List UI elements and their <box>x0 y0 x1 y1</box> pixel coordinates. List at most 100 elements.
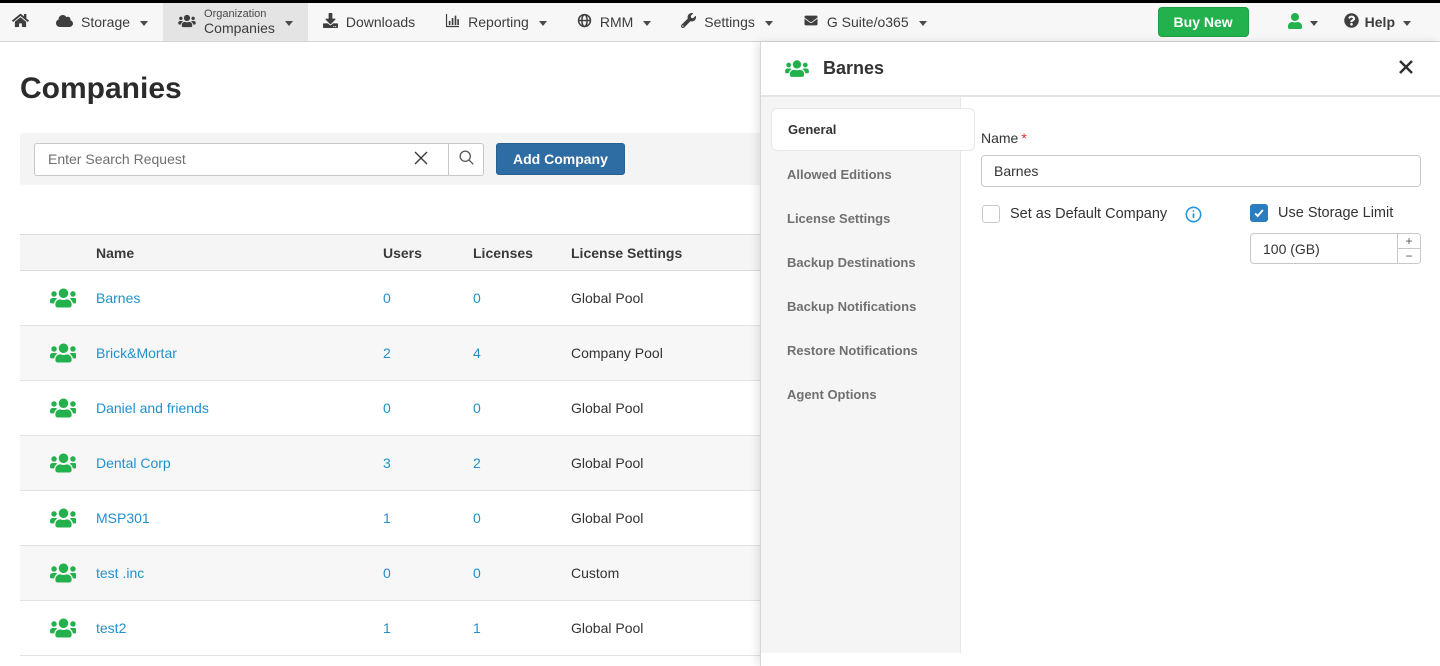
cloud-icon <box>56 14 73 31</box>
help-menu[interactable]: Help <box>1331 3 1424 41</box>
users-count-link[interactable]: 1 <box>383 620 391 636</box>
globe-icon <box>577 13 592 31</box>
col-header-name[interactable]: Name <box>76 245 363 261</box>
license-settings-value: Global Pool <box>551 455 745 471</box>
nav-organization-companies[interactable]: Organization Companies <box>163 3 308 41</box>
licenses-count-link[interactable]: 0 <box>473 400 481 416</box>
chevron-down-icon <box>919 21 927 26</box>
nav-downloads[interactable]: Downloads <box>308 3 430 41</box>
storage-limit-input[interactable] <box>1250 233 1398 264</box>
users-icon <box>178 14 196 31</box>
default-company-label: Set as Default Company <box>1010 206 1167 222</box>
stepper-increment-button[interactable]: + <box>1398 234 1420 249</box>
chevron-down-icon <box>539 21 547 26</box>
bar-chart-icon <box>445 13 460 31</box>
company-icon-cell <box>20 452 76 474</box>
users-count-link[interactable]: 0 <box>383 290 391 306</box>
company-name-link[interactable]: MSP301 <box>96 510 150 526</box>
company-name-link[interactable]: test .inc <box>96 565 144 581</box>
tab-license-settings[interactable]: License Settings <box>761 196 960 240</box>
required-asterisk: * <box>1021 130 1026 146</box>
tab-restore-notifications[interactable]: Restore Notifications <box>761 328 960 372</box>
users-count-link[interactable]: 0 <box>383 400 391 416</box>
company-icon-cell <box>20 397 76 419</box>
users-count-link[interactable]: 0 <box>383 565 391 581</box>
tab-general[interactable]: General <box>771 108 975 151</box>
tab-agent-options[interactable]: Agent Options <box>761 372 960 416</box>
user-menu[interactable] <box>1275 3 1331 41</box>
company-name-link[interactable]: test2 <box>96 620 126 636</box>
clear-search-button[interactable] <box>406 143 436 176</box>
company-name-link[interactable]: Barnes <box>96 290 140 306</box>
wrench-icon <box>681 13 696 31</box>
nav-settings[interactable]: Settings <box>666 3 788 41</box>
users-count-link[interactable]: 3 <box>383 455 391 471</box>
chevron-down-icon <box>1403 21 1411 26</box>
panel-content: Name* Set as Default Company Use Storage… <box>961 97 1440 664</box>
search-icon <box>458 149 475 169</box>
users-icon <box>50 342 76 364</box>
stepper-decrement-button[interactable]: − <box>1398 249 1420 263</box>
nav-organization-label: Organization <box>204 8 275 21</box>
users-icon <box>785 59 809 78</box>
nav-reporting-label: Reporting <box>468 14 529 30</box>
check-icon <box>1253 207 1265 219</box>
users-count-link[interactable]: 1 <box>383 510 391 526</box>
default-company-checkbox[interactable] <box>982 205 1000 223</box>
licenses-count-link[interactable]: 0 <box>473 565 481 581</box>
download-icon <box>323 13 338 31</box>
company-name-link[interactable]: Daniel and friends <box>96 400 209 416</box>
help-label: Help <box>1365 14 1395 30</box>
company-icon-cell <box>20 507 76 529</box>
nav-rmm[interactable]: RMM <box>562 3 666 41</box>
col-header-users[interactable]: Users <box>363 245 453 261</box>
info-icon[interactable] <box>1185 206 1202 223</box>
chevron-down-icon <box>765 21 773 26</box>
use-storage-limit-label: Use Storage Limit <box>1278 205 1393 221</box>
tab-backup-destinations[interactable]: Backup Destinations <box>761 240 960 284</box>
tab-allowed-editions[interactable]: Allowed Editions <box>761 152 960 196</box>
col-header-license-settings[interactable]: License Settings <box>551 245 745 261</box>
company-icon-cell <box>20 287 76 309</box>
license-settings-value: Global Pool <box>551 290 745 306</box>
company-icon-cell <box>20 562 76 584</box>
buy-new-button[interactable]: Buy New <box>1158 7 1249 37</box>
panel-body: General Allowed Editions License Setting… <box>761 97 1440 664</box>
storage-limit-stepper: + − <box>1398 233 1421 264</box>
licenses-count-link[interactable]: 1 <box>473 620 481 636</box>
nav-storage[interactable]: Storage <box>41 3 163 41</box>
top-navbar: Storage Organization Companies Downloads… <box>0 3 1440 42</box>
users-icon <box>50 562 76 584</box>
company-name-link[interactable]: Brick&Mortar <box>96 345 177 361</box>
col-header-licenses[interactable]: Licenses <box>453 245 551 261</box>
chevron-down-icon <box>140 21 148 26</box>
search-input[interactable] <box>34 143 448 176</box>
home-icon <box>12 13 29 31</box>
company-name-input[interactable] <box>981 155 1421 187</box>
licenses-count-link[interactable]: 0 <box>473 290 481 306</box>
add-company-button[interactable]: Add Company <box>496 143 625 175</box>
users-count-link[interactable]: 2 <box>383 345 391 361</box>
search-button[interactable] <box>448 143 484 176</box>
nav-gsuite[interactable]: G Suite/o365 <box>788 3 942 41</box>
use-storage-limit-checkbox-row: Use Storage Limit <box>1250 204 1393 222</box>
panel-tab-list: General Allowed Editions License Setting… <box>761 97 961 653</box>
company-icon-cell <box>20 342 76 364</box>
licenses-count-link[interactable]: 2 <box>473 455 481 471</box>
tab-backup-notifications[interactable]: Backup Notifications <box>761 284 960 328</box>
licenses-count-link[interactable]: 4 <box>473 345 481 361</box>
use-storage-limit-checkbox[interactable] <box>1250 204 1268 222</box>
nav-home[interactable] <box>0 3 41 41</box>
chevron-down-icon <box>643 21 651 26</box>
close-panel-button[interactable] <box>1394 55 1418 82</box>
storage-limit-field: + − <box>1250 233 1421 264</box>
nav-downloads-label: Downloads <box>346 14 415 30</box>
license-settings-value: Custom <box>551 565 745 581</box>
users-icon <box>50 287 76 309</box>
envelope-icon <box>803 14 819 30</box>
licenses-count-link[interactable]: 0 <box>473 510 481 526</box>
nav-gsuite-label: G Suite/o365 <box>827 14 909 30</box>
nav-reporting[interactable]: Reporting <box>430 3 562 41</box>
close-icon <box>1398 59 1414 78</box>
company-name-link[interactable]: Dental Corp <box>96 455 171 471</box>
